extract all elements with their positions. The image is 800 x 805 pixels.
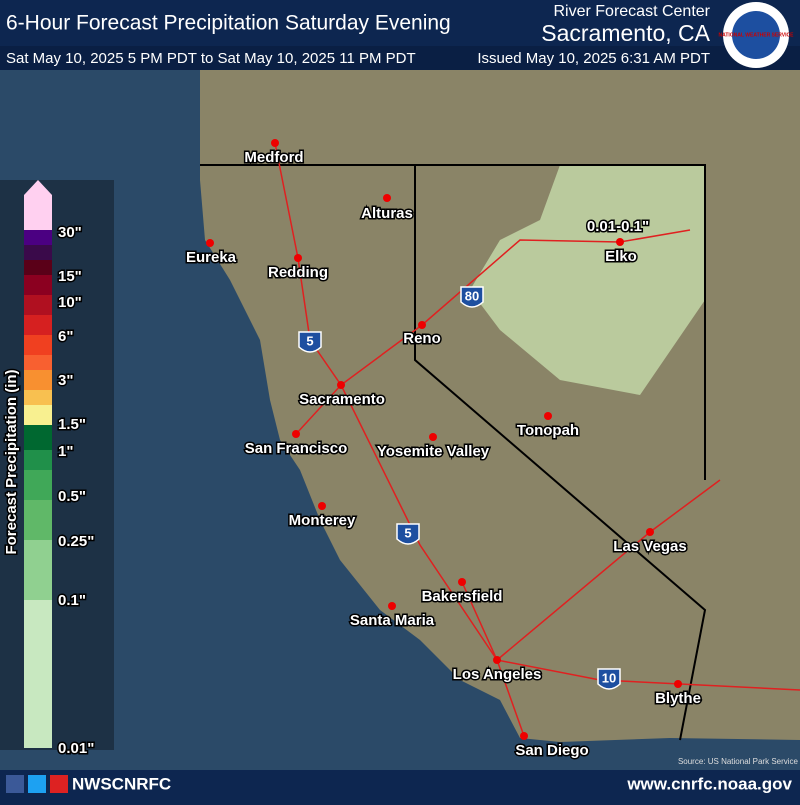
city-label: Redding: [268, 264, 328, 281]
city-label: San Diego: [515, 742, 588, 759]
city-label: Medford: [244, 149, 303, 166]
city-dot: [674, 680, 682, 688]
city-dot: [544, 412, 552, 420]
legend-band: [24, 295, 52, 315]
precip-area: [470, 165, 705, 395]
shield-number: 10: [602, 670, 616, 685]
legend-label: 6": [58, 328, 73, 345]
legend-band: [24, 245, 52, 260]
city-label: Eureka: [186, 249, 237, 266]
source: Source: US National Park Service: [678, 757, 799, 766]
legend-label: 0.25": [58, 533, 94, 550]
legend-band: [24, 275, 52, 295]
legend-band: [24, 390, 52, 405]
issued: Issued May 10, 2025 6:31 AM PDT: [477, 50, 710, 67]
city-dot: [520, 732, 528, 740]
subheader-bar: [0, 46, 800, 70]
city-label: Reno: [403, 330, 441, 347]
footer-bar: [0, 770, 800, 800]
legend-label: 1.5": [58, 416, 86, 433]
legend-band: [24, 370, 52, 390]
shield-number: 5: [404, 525, 411, 540]
city-dot: [294, 254, 302, 262]
legend-band: [24, 450, 52, 470]
city-label: Elko: [605, 248, 637, 265]
legend-label: 1": [58, 443, 73, 460]
annotation: 0.01-0.1": [587, 218, 649, 235]
legend-band: [24, 540, 52, 600]
legend-label: 3": [58, 372, 73, 389]
legend-band: [24, 230, 52, 245]
city-label: Yosemite Valley: [377, 443, 490, 460]
city-dot: [418, 321, 426, 329]
legend-title: Forecast Precipitation (in): [3, 369, 20, 554]
logo-core: [732, 11, 780, 59]
shield: [298, 331, 322, 353]
logo-text: NATIONAL WEATHER SERVICE: [719, 32, 795, 38]
shield: [460, 286, 484, 308]
facebook-icon[interactable]: [6, 775, 24, 793]
city-label: Santa Maria: [350, 612, 435, 629]
city-dot: [646, 528, 654, 536]
city-label: Las Vegas: [613, 538, 686, 555]
legend: 30" 15" 10" 6" 3" 1.5" 1" 0.5" 0.25" 0.1" 0.01" For…: [1, 180, 96, 758]
city-label: San Francisco: [245, 440, 348, 457]
city-label: Tonopah: [517, 422, 579, 439]
twitter-icon[interactable]: [28, 775, 46, 793]
legend-label: 30": [58, 224, 82, 241]
legend-band: [24, 425, 52, 450]
office: Sacramento, CA: [541, 20, 710, 46]
legend-band: [24, 500, 52, 540]
shield: [597, 668, 621, 690]
youtube-icon[interactable]: [50, 775, 68, 793]
legend-band: [24, 600, 52, 748]
legend-band: [24, 335, 52, 355]
city-label: Sacramento: [299, 391, 385, 408]
header-bar: [0, 0, 800, 46]
city-dot: [429, 433, 437, 441]
office-line: River Forecast Center: [554, 3, 711, 20]
legend-label: 10": [58, 294, 82, 311]
legend-panel: [0, 180, 114, 750]
legend-arrow: [24, 180, 52, 230]
title: 6-Hour Forecast Precipitation Saturday E…: [6, 12, 451, 35]
city-dot: [337, 381, 345, 389]
city-label: Monterey: [289, 512, 356, 529]
legend-band: [24, 260, 52, 275]
legend-band: [24, 355, 52, 370]
url[interactable]: www.cnrfc.noaa.gov: [626, 774, 792, 793]
legend-label: 0.1": [58, 592, 86, 609]
city-dot: [206, 239, 214, 247]
city-label: Bakersfield: [422, 588, 503, 605]
shield-number: 80: [465, 288, 479, 303]
shield-number: 5: [306, 333, 313, 348]
period: Sat May 10, 2025 5 PM PDT to Sat May 10,…: [6, 50, 416, 67]
city-dot: [318, 502, 326, 510]
legend-band: [24, 470, 52, 500]
city-label: Blythe: [655, 690, 701, 707]
handle[interactable]: NWSCNRFC: [72, 774, 171, 793]
city-dot: [493, 656, 501, 664]
shield: [396, 523, 420, 545]
city-dot: [616, 238, 624, 246]
borders: [200, 164, 707, 741]
city-dot: [271, 139, 279, 147]
legend-label: 15": [58, 268, 82, 285]
city-dot: [388, 602, 396, 610]
legend-band: [24, 405, 52, 425]
legend-label: 0.01": [58, 740, 94, 757]
legend-label: 0.5": [58, 488, 86, 505]
city-label: Los Angeles: [453, 666, 542, 683]
city-label: Alturas: [361, 205, 413, 222]
legend-band: [24, 315, 52, 335]
cities: Medford Alturas Eureka Redding Elko Reno Sacra…: [184, 139, 799, 766]
city-dot: [458, 578, 466, 586]
city-dot: [383, 194, 391, 202]
city-dot: [292, 430, 300, 438]
